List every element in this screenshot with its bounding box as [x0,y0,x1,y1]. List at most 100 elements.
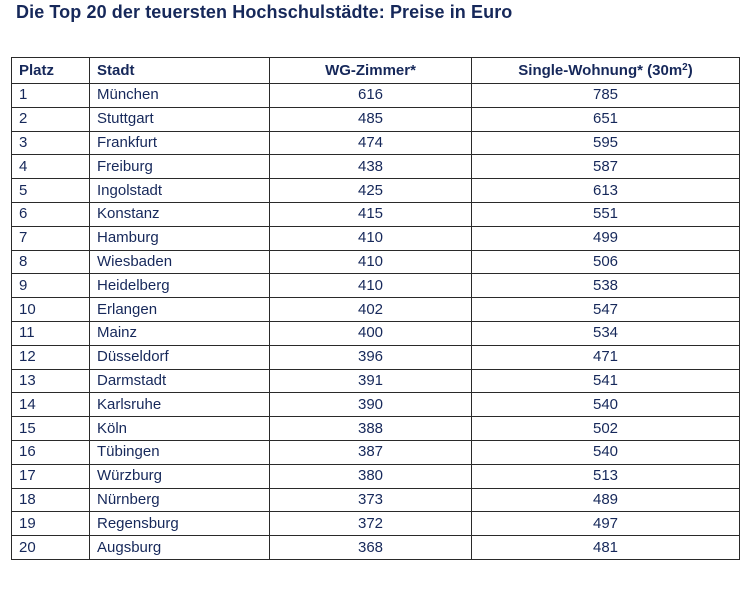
cell-rank: 3 [11,130,90,156]
cell-single-apartment: 595 [471,130,740,156]
cell-wg-room: 380 [269,463,472,489]
cell-city: Karlsruhe [89,392,270,418]
cell-rank: 17 [11,463,90,489]
table-row: 6 Konstanz 415 551 [11,201,740,227]
cell-rank: 15 [11,416,90,441]
price-table: Platz Stadt WG-Zimmer* Single-Wohnung* (… [11,57,740,560]
cell-single-apartment: 497 [471,511,740,537]
cell-single-apartment: 499 [471,225,740,251]
header-single-sup: 2 [682,61,688,73]
table-row: 3 Frankfurt 474 595 [11,130,740,156]
table-row: 17 Würzburg 380 513 [11,463,740,489]
table-row: 13 Darmstadt 391 541 [11,368,740,394]
table-row: 12 Düsseldorf 396 471 [11,344,740,370]
cell-wg-room: 402 [269,297,472,322]
cell-single-apartment: 502 [471,416,740,441]
cell-wg-room: 616 [269,83,472,108]
table-row: 5 Ingolstadt 425 613 [11,178,740,203]
cell-city: Regensburg [89,511,270,537]
table-row: 11 Mainz 400 534 [11,320,740,346]
cell-single-apartment: 551 [471,201,740,227]
cell-wg-room: 400 [269,320,472,346]
table-header-row: Platz Stadt WG-Zimmer* Single-Wohnung* (… [11,57,740,84]
cell-city: Darmstadt [89,368,270,394]
cell-city: Erlangen [89,297,270,322]
cell-rank: 4 [11,154,90,180]
page-title: Die Top 20 der teuersten Hochschulstädte… [16,2,513,22]
cell-rank: 11 [11,320,90,346]
table-row: 16 Tübingen 387 540 [11,439,740,465]
cell-rank: 5 [11,178,90,203]
cell-city: Köln [89,416,270,441]
cell-single-apartment: 547 [471,297,740,322]
cell-wg-room: 391 [269,368,472,394]
cell-city: Ingolstadt [89,178,270,203]
cell-rank: 12 [11,344,90,370]
table-row: 19 Regensburg 372 497 [11,511,740,537]
table-row: 9 Heidelberg 410 538 [11,273,740,299]
cell-single-apartment: 540 [471,439,740,465]
cell-rank: 16 [11,439,90,465]
cell-rank: 9 [11,273,90,299]
cell-wg-room: 425 [269,178,472,203]
table-row: 18 Nürnberg 373 489 [11,487,740,513]
cell-wg-room: 474 [269,130,472,156]
header-city: Stadt [89,57,270,84]
cell-city: Stuttgart [89,106,270,132]
table-row: 8 Wiesbaden 410 506 [11,249,740,275]
cell-single-apartment: 513 [471,463,740,489]
cell-city: Frankfurt [89,130,270,156]
cell-single-apartment: 534 [471,320,740,346]
cell-wg-room: 485 [269,106,472,132]
header-wg-room: WG-Zimmer* [269,57,472,84]
cell-city: Würzburg [89,463,270,489]
cell-wg-room: 410 [269,273,472,299]
cell-wg-room: 372 [269,511,472,537]
cell-rank: 19 [11,511,90,537]
cell-single-apartment: 506 [471,249,740,275]
table-row: 20 Augsburg 368 481 [11,535,740,560]
cell-rank: 18 [11,487,90,513]
table-row: 2 Stuttgart 485 651 [11,106,740,132]
cell-wg-room: 410 [269,225,472,251]
table-row: 10 Erlangen 402 547 [11,297,740,322]
cell-rank: 2 [11,106,90,132]
cell-single-apartment: 481 [471,535,740,560]
cell-city: Tübingen [89,439,270,465]
cell-city: Wiesbaden [89,249,270,275]
cell-single-apartment: 613 [471,178,740,203]
table-row: 1 München 616 785 [11,83,740,108]
cell-single-apartment: 651 [471,106,740,132]
cell-wg-room: 438 [269,154,472,180]
cell-wg-room: 396 [269,344,472,370]
cell-city: Konstanz [89,201,270,227]
table-row: 7 Hamburg 410 499 [11,225,740,251]
cell-single-apartment: 785 [471,83,740,108]
cell-single-apartment: 587 [471,154,740,180]
cell-wg-room: 390 [269,392,472,418]
cell-wg-room: 387 [269,439,472,465]
cell-rank: 20 [11,535,90,560]
header-rank: Platz [11,57,90,84]
cell-city: Heidelberg [89,273,270,299]
cell-city: Mainz [89,320,270,346]
cell-city: Düsseldorf [89,344,270,370]
cell-rank: 8 [11,249,90,275]
cell-city: Nürnberg [89,487,270,513]
table-row: 4 Freiburg 438 587 [11,154,740,180]
cell-city: Augsburg [89,535,270,560]
cell-wg-room: 368 [269,535,472,560]
header-single-apartment: Single-Wohnung* (30m2) [471,57,740,84]
cell-rank: 1 [11,83,90,108]
header-single-prefix: Single-Wohnung* (30m [518,61,683,79]
cell-rank: 7 [11,225,90,251]
cell-rank: 14 [11,392,90,418]
cell-wg-room: 410 [269,249,472,275]
cell-city: Hamburg [89,225,270,251]
table-row: 14 Karlsruhe 390 540 [11,392,740,418]
cell-city: Freiburg [89,154,270,180]
table-row: 15 Köln 388 502 [11,416,740,441]
cell-rank: 10 [11,297,90,322]
cell-rank: 13 [11,368,90,394]
cell-single-apartment: 540 [471,392,740,418]
